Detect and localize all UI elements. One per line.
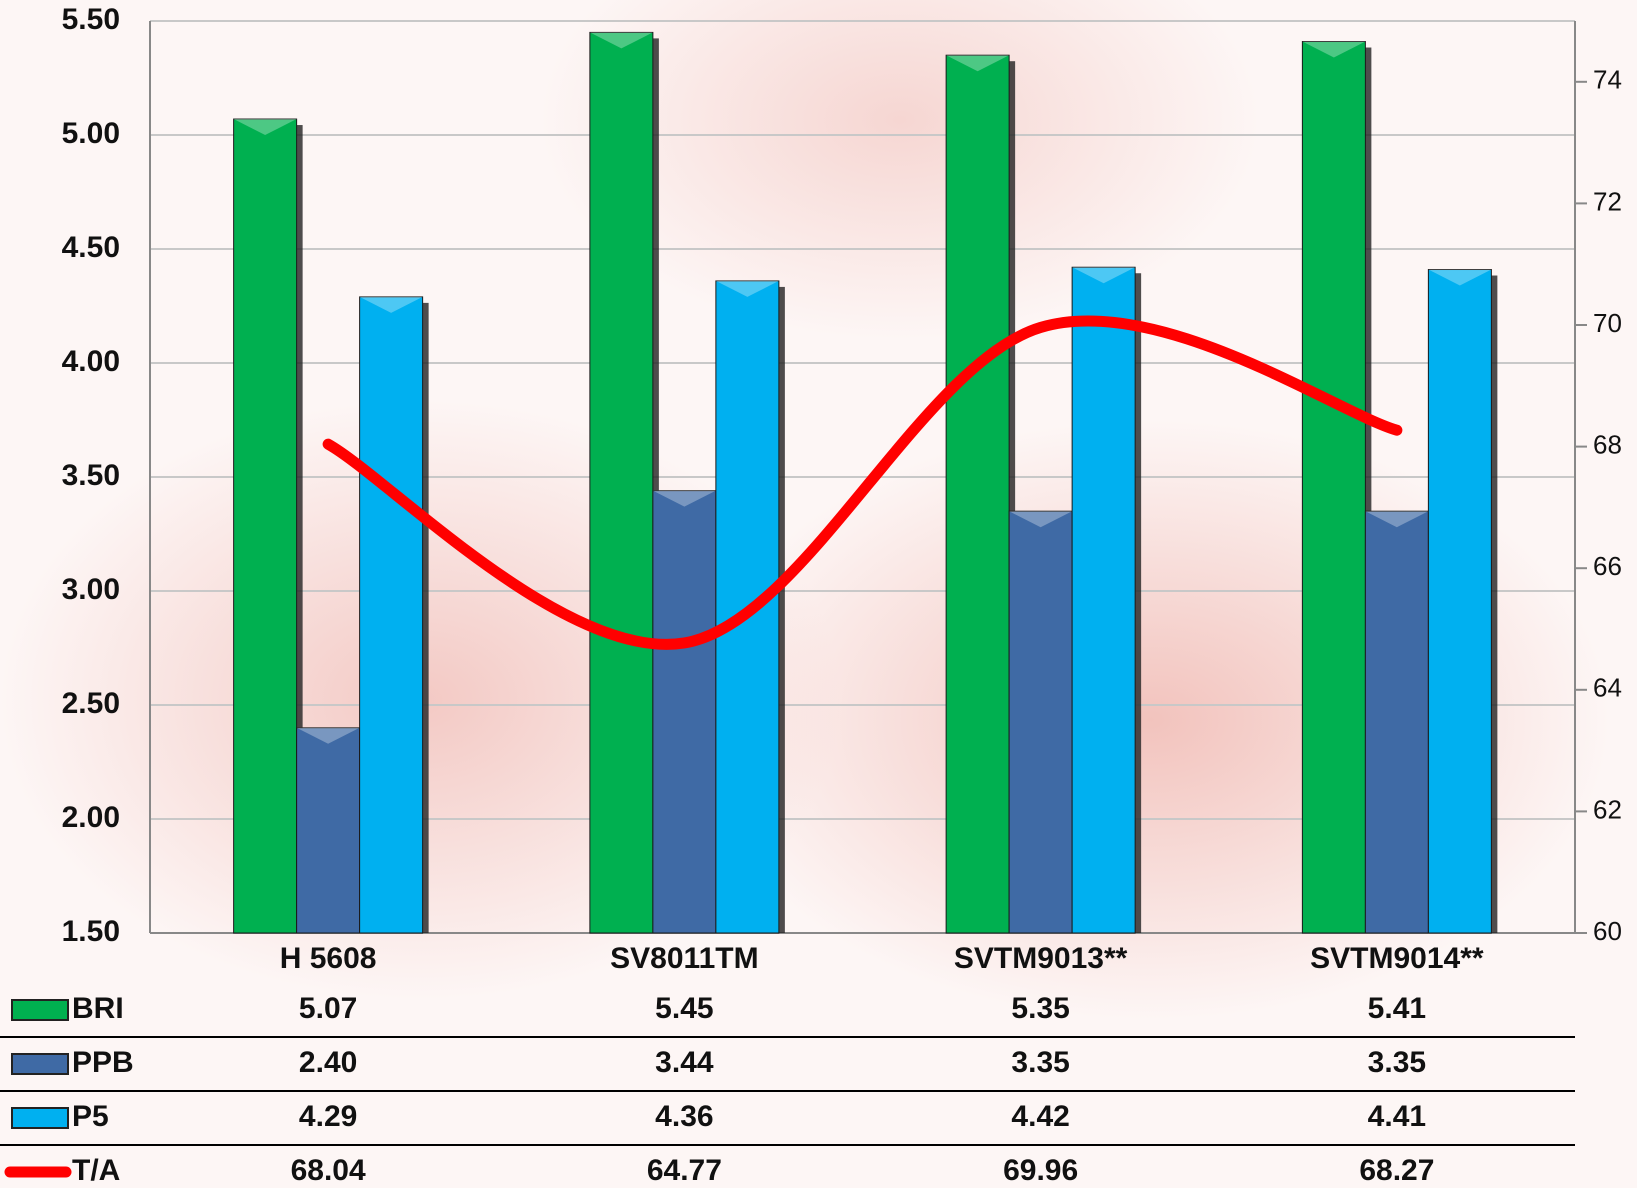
bar-bevel [296,727,360,744]
y-tick-label: 3.00 [62,573,120,606]
bar [1427,269,1492,934]
y-tick-label: 3.50 [62,459,120,492]
bar [652,490,717,934]
table-cell: 4.41 [1368,1100,1426,1133]
table-cell: 5.41 [1368,992,1426,1025]
legend-label: BRI [72,992,124,1025]
y2-tick-label: 64 [1593,673,1622,703]
bar-bevel [589,32,653,49]
legend-key [11,1107,69,1129]
table-cell: 64.77 [647,1154,722,1187]
y-tick-label: 2.00 [62,801,120,834]
table-cell: 5.35 [1011,992,1069,1025]
table-cell: 4.42 [1011,1100,1069,1133]
x-tick-label: SVTM9014** [1310,942,1484,975]
bar-bevel [715,280,779,297]
x-tick-label: H 5608 [280,942,377,975]
bar-bevel [359,296,423,313]
table-cell: 3.35 [1368,1046,1426,1079]
table-cell: 5.45 [655,992,713,1025]
bar [1364,510,1429,934]
y-tick-label: 5.50 [62,3,120,36]
y2-tick-label: 60 [1593,916,1622,946]
bar-bevel [1428,269,1492,286]
table-cell: 68.27 [1359,1154,1434,1187]
y2-tick-label: 70 [1593,308,1622,338]
y-tick-label: 5.00 [62,117,120,150]
legend-label: PPB [72,1046,134,1079]
bar-bevel [1009,511,1073,528]
y2-tick-label: 62 [1593,794,1622,824]
bar [589,31,654,934]
bar-bevel [1302,41,1366,58]
bar [1071,266,1136,934]
y2-tick-label: 74 [1593,65,1622,95]
legend-key [11,1053,69,1075]
table-cell: 3.44 [655,1046,714,1079]
y2-tick-label: 72 [1593,186,1622,216]
bar-bevel [652,490,716,507]
x-tick-label: SVTM9013** [954,942,1128,975]
y2-tick-label: 68 [1593,429,1622,459]
bar-bevel [946,55,1010,72]
table-cell: 2.40 [299,1046,357,1079]
table-cell: 3.35 [1011,1046,1069,1079]
bar-bevel [233,119,297,136]
y-tick-label: 1.50 [62,915,120,948]
line [322,315,1403,650]
bar [233,118,298,934]
table-cell: 4.29 [299,1100,357,1133]
table-cell: 69.96 [1003,1154,1078,1187]
table-cell: 68.04 [291,1154,366,1187]
bar [359,296,424,934]
legend-label: T/A [72,1154,120,1187]
legend-label: P5 [72,1100,109,1133]
bar [296,727,361,934]
bar [945,54,1010,934]
y-tick-label: 4.50 [62,231,120,264]
y-tick-label: 4.00 [62,345,120,378]
x-tick-label: SV8011TM [610,942,758,975]
y2-tick-label: 66 [1593,551,1622,581]
legend-key [11,999,69,1021]
bar [1008,510,1073,934]
bar-bevel [1072,267,1136,284]
table-cell: 5.07 [299,992,357,1025]
table-cell: 4.36 [655,1100,713,1133]
bar [1301,41,1366,934]
bar-bevel [1365,511,1429,528]
y-tick-label: 2.50 [62,687,120,720]
